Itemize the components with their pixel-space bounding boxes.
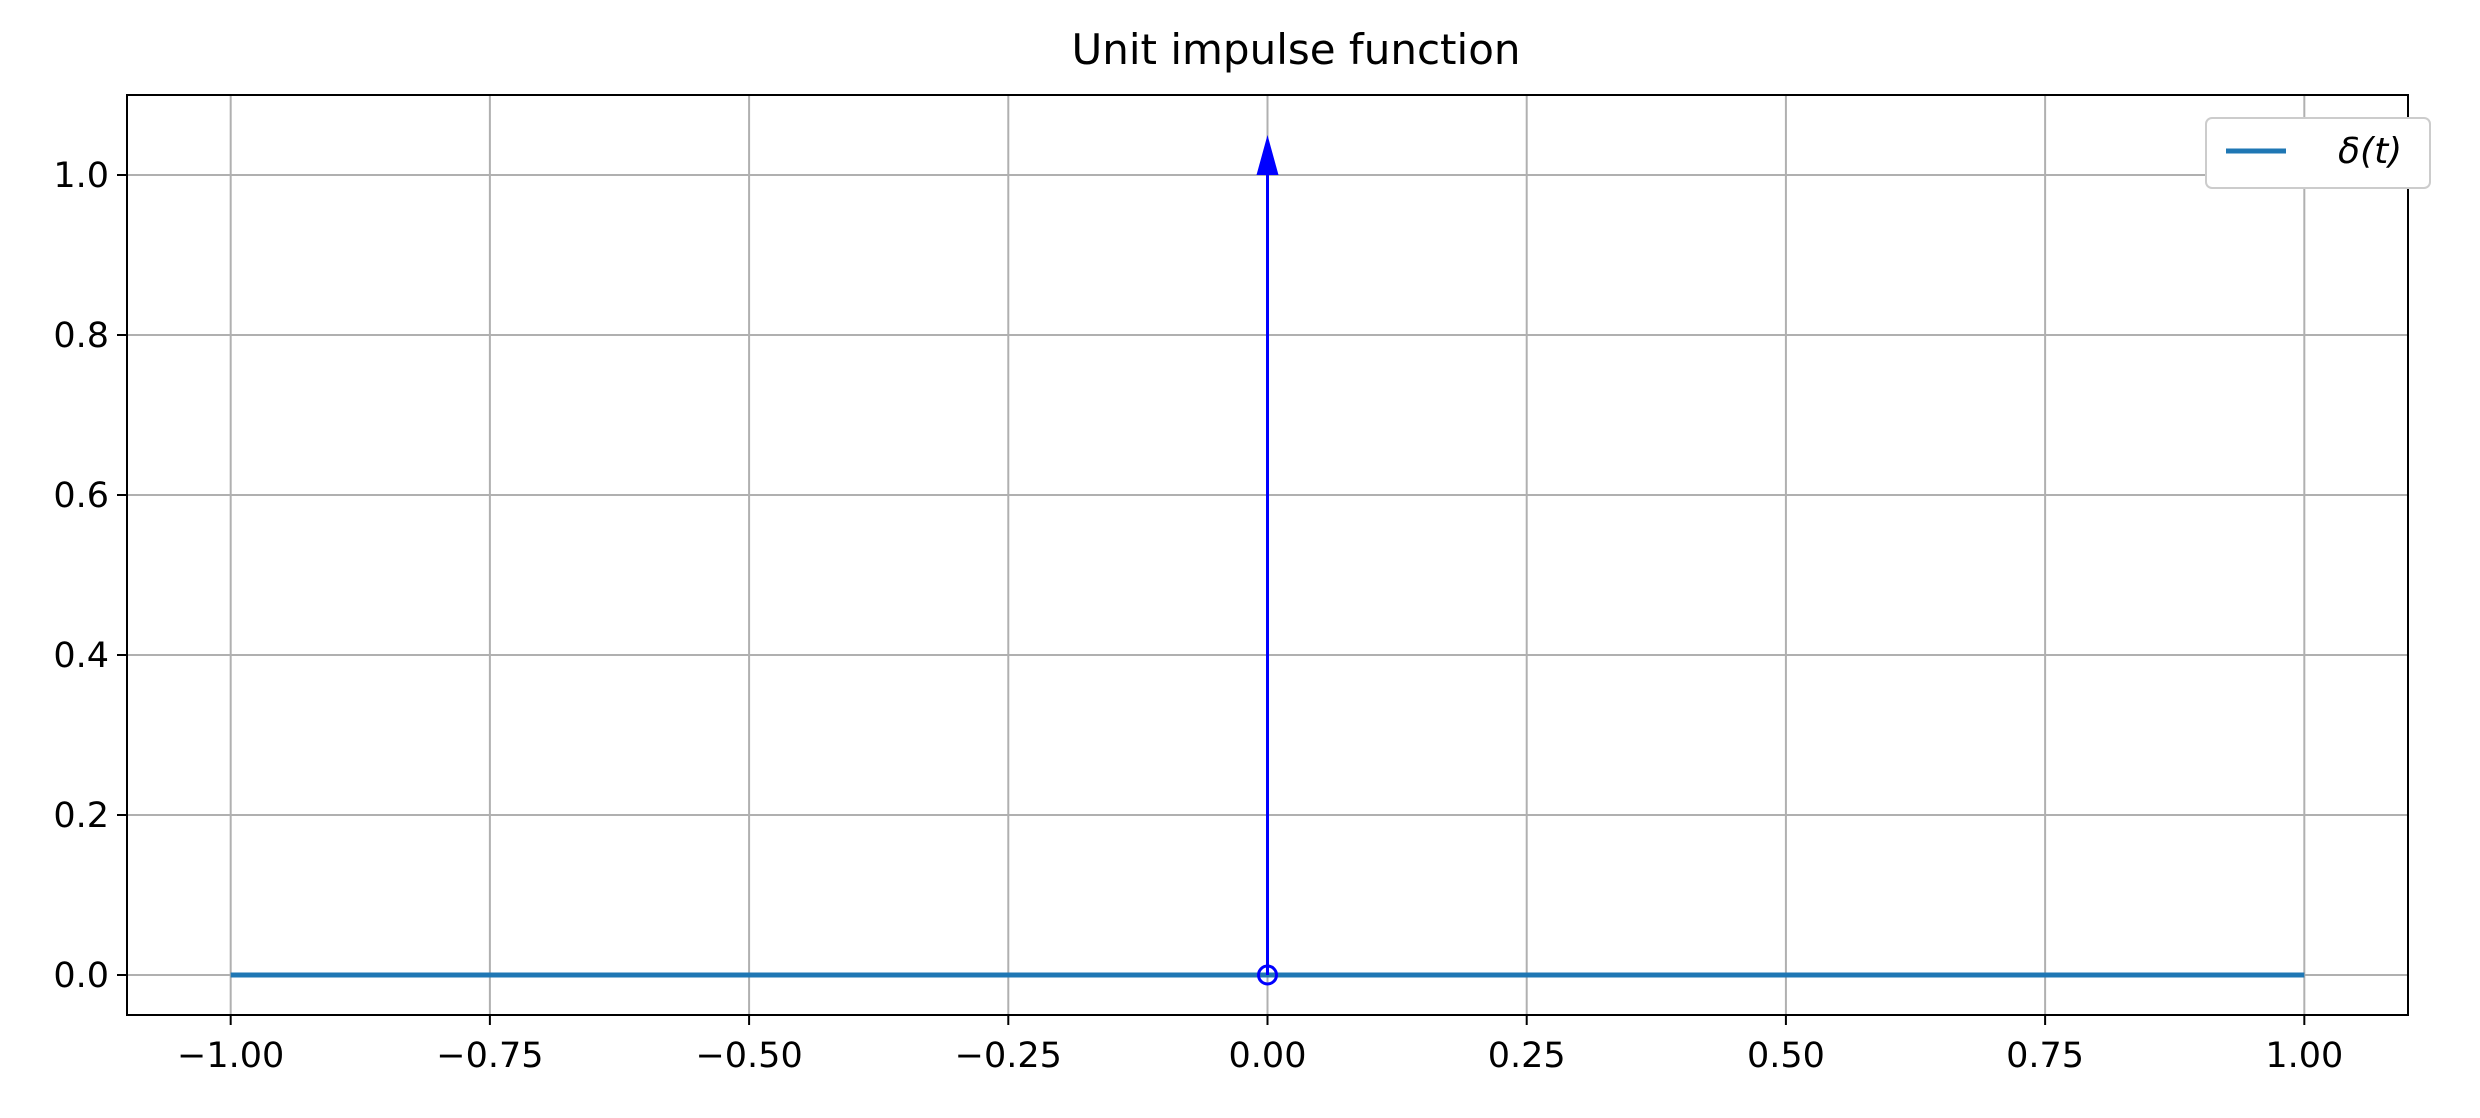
x-tick-label: 1.00 [2265, 1036, 2343, 1076]
x-tick-label: −0.25 [955, 1036, 1062, 1076]
impulse-arrowhead [1256, 135, 1279, 175]
x-tick-label: 0.75 [2006, 1036, 2084, 1076]
x-tick-label: −0.50 [695, 1036, 802, 1076]
legend-label: δ(t) [2338, 131, 2402, 172]
x-axis-ticks: −1.00 −0.75 −0.50 −0.25 0.00 0.25 0.50 0.75 1.00 [177, 1015, 2343, 1076]
y-tick-label: 0.6 [53, 476, 109, 516]
chart-title: Unit impulse function [1071, 25, 1520, 74]
y-tick-label: 1.0 [53, 156, 109, 196]
x-tick-label: 0.50 [1747, 1036, 1825, 1076]
legend: δ(t) [2205, 117, 2431, 189]
x-tick-label: 0.00 [1229, 1036, 1307, 1076]
x-tick-label: −0.75 [436, 1036, 543, 1076]
y-tick-label: 0.4 [53, 636, 109, 676]
x-tick-label: −1.00 [177, 1036, 284, 1076]
legend-box [2205, 117, 2431, 189]
x-tick-label: 0.25 [1488, 1036, 1566, 1076]
y-axis-ticks: 0.0 0.2 0.4 0.6 0.8 1.0 [53, 156, 127, 996]
impulse-origin-marker [1257, 964, 1278, 986]
y-tick-label: 0.2 [53, 796, 109, 836]
y-tick-label: 0.0 [53, 956, 109, 996]
y-tick-label: 0.8 [53, 316, 109, 356]
impulse-layer [1256, 135, 1279, 986]
